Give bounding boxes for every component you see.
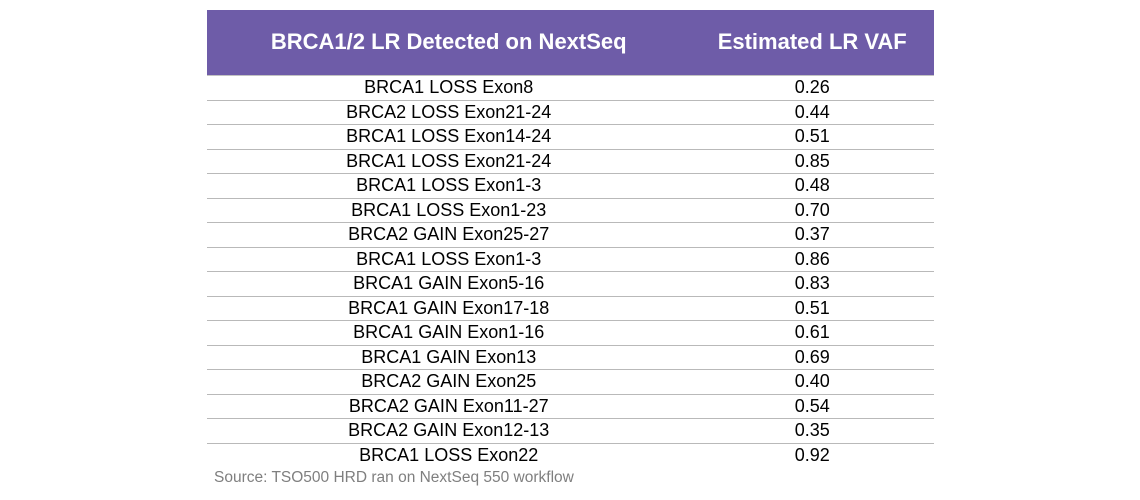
lr-variant-cell: BRCA1 LOSS Exon8 bbox=[364, 77, 534, 98]
column-header-estimated-vaf: Estimated LR VAF bbox=[717, 29, 907, 55]
vaf-value-cell: 0.51 bbox=[794, 297, 830, 318]
table-row: BRCA1 LOSS Exon14-24 0.51 bbox=[207, 125, 934, 150]
vaf-value-cell: 0.44 bbox=[794, 101, 830, 122]
lr-variant-cell: BRCA1 LOSS Exon1-3 bbox=[356, 248, 542, 269]
lr-variant-cell: BRCA1 GAIN Exon1-16 bbox=[353, 322, 545, 343]
table-row: BRCA1 LOSS Exon1-3 0.48 bbox=[207, 174, 934, 199]
table-row: BRCA2 GAIN Exon11-27 0.54 bbox=[207, 395, 934, 419]
vaf-value-cell: 0.48 bbox=[794, 175, 830, 196]
vaf-value-cell: 0.85 bbox=[794, 150, 830, 171]
table-row: BRCA1 GAIN Exon1-16 0.61 bbox=[207, 321, 934, 346]
table-row: BRCA1 GAIN Exon5-16 0.83 bbox=[207, 272, 934, 297]
lr-variant-cell: BRCA1 LOSS Exon21-24 bbox=[346, 150, 552, 171]
table-row: BRCA1 LOSS Exon22 0.92 bbox=[207, 444, 934, 469]
vaf-value-cell: 0.26 bbox=[794, 77, 830, 98]
table-row: BRCA2 LOSS Exon21-24 0.44 bbox=[207, 101, 934, 125]
lr-variant-cell: BRCA2 GAIN Exon25 bbox=[361, 371, 537, 392]
table-header-row: BRCA1/2 LR Detected on NextSeq Estimated… bbox=[207, 10, 934, 75]
table-row: BRCA2 GAIN Exon12-13 0.35 bbox=[207, 419, 934, 444]
vaf-value-cell: 0.40 bbox=[794, 371, 830, 392]
table-row: BRCA2 GAIN Exon25 0.40 bbox=[207, 370, 934, 395]
lr-variant-cell: BRCA1 LOSS Exon1-3 bbox=[356, 175, 542, 196]
lr-variant-cell: BRCA1 LOSS Exon22 bbox=[359, 445, 539, 466]
vaf-value-cell: 0.61 bbox=[794, 322, 830, 343]
brca-lr-results-table: BRCA1/2 LR Detected on NextSeq Estimated… bbox=[207, 10, 934, 468]
vaf-value-cell: 0.35 bbox=[794, 420, 830, 441]
lr-variant-cell: BRCA1 GAIN Exon17-18 bbox=[348, 297, 550, 318]
source-note: Source: TSO500 HRD ran on NextSeq 550 wo… bbox=[214, 469, 574, 486]
vaf-value-cell: 0.86 bbox=[794, 248, 830, 269]
vaf-value-cell: 0.54 bbox=[794, 395, 830, 416]
table-row: BRCA1 LOSS Exon8 0.26 bbox=[207, 76, 934, 101]
vaf-value-cell: 0.92 bbox=[794, 445, 830, 466]
table-row: BRCA1 GAIN Exon17-18 0.51 bbox=[207, 297, 934, 321]
lr-variant-cell: BRCA1 LOSS Exon14-24 bbox=[346, 126, 552, 147]
lr-variant-cell: BRCA1 LOSS Exon1-23 bbox=[351, 199, 547, 220]
vaf-value-cell: 0.70 bbox=[794, 199, 830, 220]
table-body: BRCA1 LOSS Exon8 0.26 BRCA2 LOSS Exon21-24… bbox=[207, 75, 934, 468]
lr-variant-cell: BRCA2 GAIN Exon11-27 bbox=[348, 395, 549, 416]
table-row: BRCA1 LOSS Exon1-23 0.70 bbox=[207, 199, 934, 223]
lr-variant-cell: BRCA2 GAIN Exon25-27 bbox=[348, 224, 550, 245]
table-row: BRCA2 GAIN Exon25-27 0.37 bbox=[207, 223, 934, 248]
vaf-value-cell: 0.83 bbox=[794, 273, 830, 294]
table-row: BRCA1 LOSS Exon1-3 0.86 bbox=[207, 248, 934, 272]
column-header-lr-detected: BRCA1/2 LR Detected on NextSeq bbox=[270, 29, 627, 55]
vaf-value-cell: 0.51 bbox=[794, 126, 830, 147]
vaf-value-cell: 0.69 bbox=[794, 346, 830, 367]
lr-variant-cell: BRCA2 LOSS Exon21-24 bbox=[346, 101, 552, 122]
vaf-value-cell: 0.37 bbox=[794, 224, 830, 245]
table-row: BRCA1 LOSS Exon21-24 0.85 bbox=[207, 150, 934, 174]
lr-variant-cell: BRCA1 GAIN Exon13 bbox=[361, 346, 537, 367]
lr-variant-cell: BRCA2 GAIN Exon12-13 bbox=[348, 420, 550, 441]
lr-variant-cell: BRCA1 GAIN Exon5-16 bbox=[353, 273, 545, 294]
table-row: BRCA1 GAIN Exon13 0.69 bbox=[207, 346, 934, 370]
